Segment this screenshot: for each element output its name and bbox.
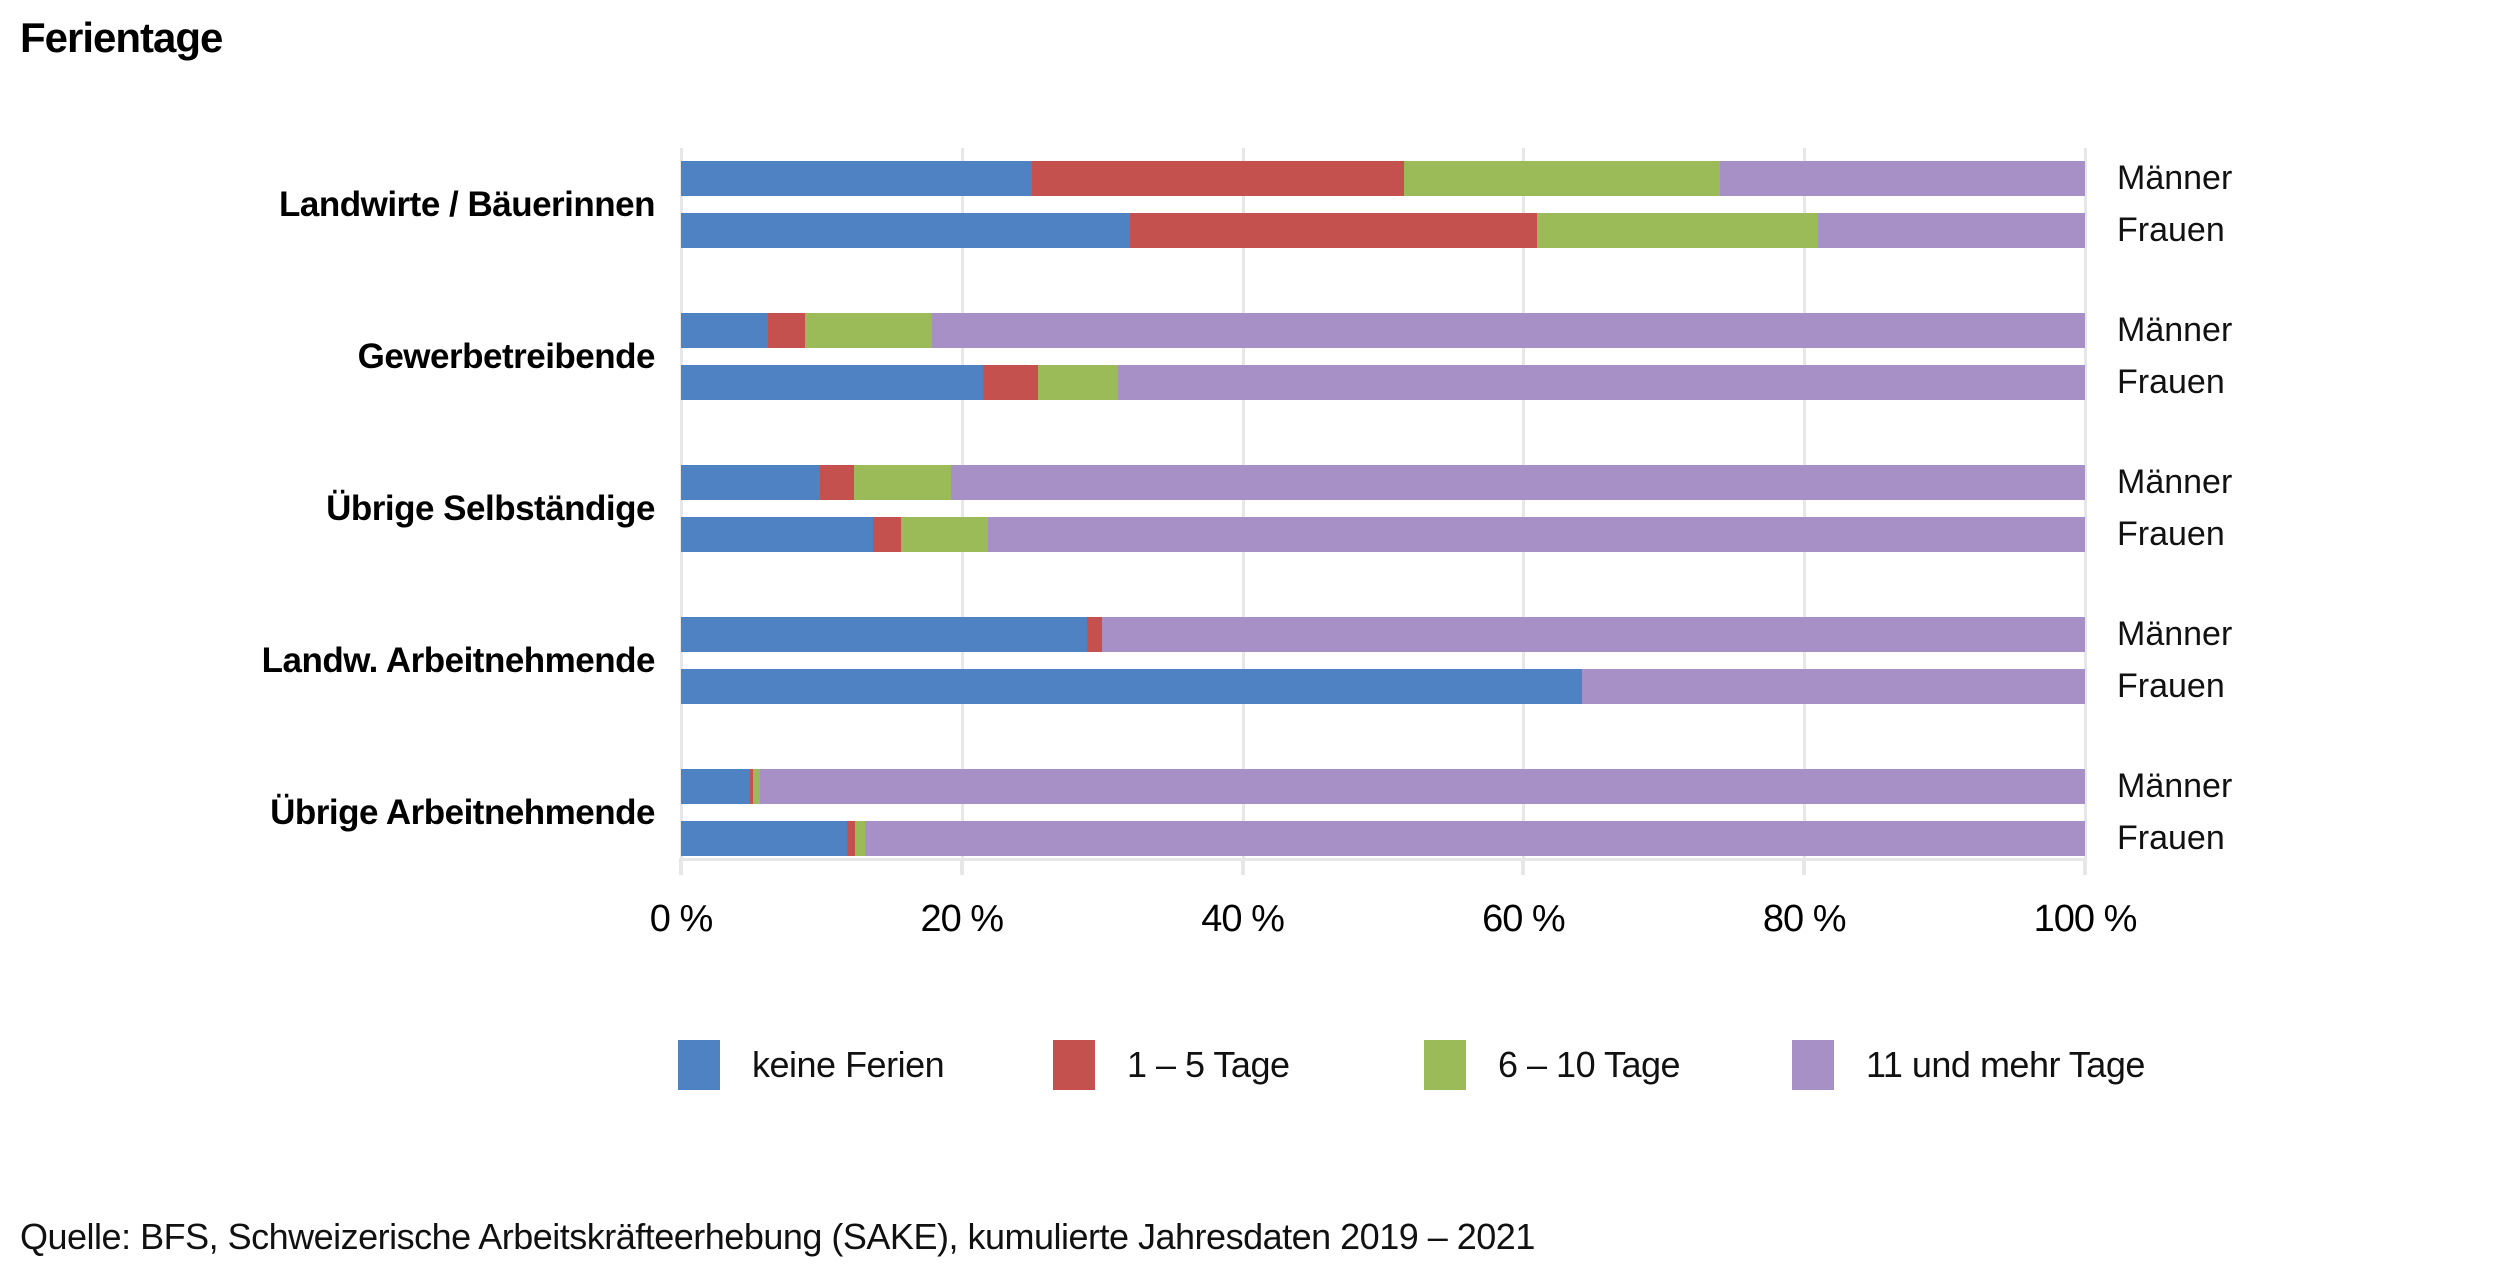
- bar-row: [681, 769, 2085, 804]
- bar-segment: [681, 669, 1583, 704]
- category-label: Gewerbetreibende: [357, 336, 656, 376]
- bar-segment: [1102, 617, 2085, 652]
- bar-segment: [855, 821, 865, 856]
- legend-swatch: [1053, 1040, 1095, 1090]
- bar-segment: [681, 161, 1032, 196]
- x-axis-tick-40: [1240, 858, 1245, 875]
- bar-segment: [752, 769, 760, 804]
- gridline-60: [1522, 148, 1526, 862]
- gridline-20: [960, 148, 964, 862]
- row-label-maenner: Männer: [2117, 159, 2233, 197]
- bar-row: [681, 617, 2085, 652]
- bar-segment: [819, 465, 854, 500]
- x-axis-label: 80 %: [1762, 898, 1847, 940]
- row-label-frauen: Frauen: [2117, 667, 2225, 705]
- bar-segment: [846, 821, 856, 856]
- gridline-0: [680, 148, 683, 862]
- bar-segment: [681, 313, 769, 348]
- bar-segment: [749, 769, 753, 804]
- legend-label: keine Ferien: [752, 1044, 945, 1085]
- bar-segment: [873, 517, 902, 552]
- row-label-maenner: Männer: [2117, 767, 2233, 805]
- x-axis-label: 60 %: [1482, 898, 1566, 940]
- bar-segment: [982, 365, 1038, 400]
- bar-segment: [1032, 161, 1405, 196]
- x-axis-tick-60: [1521, 858, 1526, 875]
- x-axis-line: [681, 858, 2085, 861]
- bar-row: [681, 465, 2085, 500]
- bar-segment: [1582, 669, 2085, 704]
- bar-row: [681, 365, 2085, 400]
- gridline-80: [1803, 148, 1807, 862]
- x-axis-label: 40 %: [1201, 898, 1285, 940]
- x-axis-tick-100: [2083, 858, 2087, 875]
- gridline-100: [2084, 148, 2087, 862]
- plot-area: [680, 148, 2087, 862]
- chart-title: Ferientage: [20, 14, 223, 61]
- row-label-maenner: Männer: [2117, 311, 2233, 349]
- bar-segment: [853, 465, 951, 500]
- bar-segment: [864, 821, 2085, 856]
- bar-segment: [681, 617, 1087, 652]
- bar-segment: [1086, 617, 1103, 652]
- bar-segment: [804, 313, 933, 348]
- bar-row: [681, 213, 2085, 248]
- x-axis-label: 20 %: [920, 898, 1004, 940]
- row-label-maenner: Männer: [2117, 463, 2233, 501]
- legend-swatch: [1792, 1040, 1834, 1090]
- bar-segment: [1404, 161, 1720, 196]
- bar-segment: [1130, 213, 1538, 248]
- gridline-40: [1241, 148, 1245, 862]
- row-label-maenner: Männer: [2117, 615, 2233, 653]
- bar-segment: [1037, 365, 1118, 400]
- category-label: Landwirte / Bäuerinnen: [279, 184, 656, 224]
- row-label-frauen: Frauen: [2117, 515, 2225, 553]
- bar-segment: [681, 213, 1131, 248]
- x-axis-tick-0: [679, 858, 683, 875]
- bar-segment: [1537, 213, 1819, 248]
- x-axis-tick-80: [1802, 858, 1807, 875]
- bar-row: [681, 161, 2085, 196]
- legend-label: 6 – 10 Tage: [1498, 1044, 1681, 1085]
- source-note: Quelle: BFS, Schweizerische Arbeitskräft…: [20, 1216, 1535, 1257]
- bar-segment: [1818, 213, 2085, 248]
- bar-segment: [988, 517, 2085, 552]
- bar-row: [681, 517, 2085, 552]
- bar-segment: [768, 313, 805, 348]
- row-label-frauen: Frauen: [2117, 819, 2225, 857]
- bar-row: [681, 669, 2085, 704]
- bar-segment: [759, 769, 2085, 804]
- bar-row: [681, 821, 2085, 856]
- bar-segment: [932, 313, 2085, 348]
- legend-swatch: [1424, 1040, 1466, 1090]
- bar-segment: [950, 465, 2085, 500]
- bar-segment: [1719, 161, 2085, 196]
- bar-segment: [681, 465, 820, 500]
- bar-segment: [681, 517, 874, 552]
- x-axis-tick-20: [959, 858, 964, 875]
- category-label: Übrige Arbeitnehmende: [270, 792, 655, 832]
- bar-segment: [681, 365, 983, 400]
- category-label: Übrige Selbständige: [326, 488, 655, 528]
- legend-label: 11 und mehr Tage: [1866, 1044, 2145, 1085]
- bar-segment: [681, 821, 847, 856]
- x-axis-label: 100 %: [2033, 898, 2138, 940]
- bar-segment: [681, 769, 750, 804]
- bar-segment: [1117, 365, 2085, 400]
- row-label-frauen: Frauen: [2117, 363, 2225, 401]
- category-label: Landw. Arbeitnehmende: [261, 640, 656, 680]
- bar-segment: [901, 517, 989, 552]
- x-axis-label: 0 %: [649, 898, 713, 940]
- row-label-frauen: Frauen: [2117, 211, 2225, 249]
- legend-swatch: [678, 1040, 720, 1090]
- bar-row: [681, 313, 2085, 348]
- legend-label: 1 – 5 Tage: [1127, 1044, 1290, 1085]
